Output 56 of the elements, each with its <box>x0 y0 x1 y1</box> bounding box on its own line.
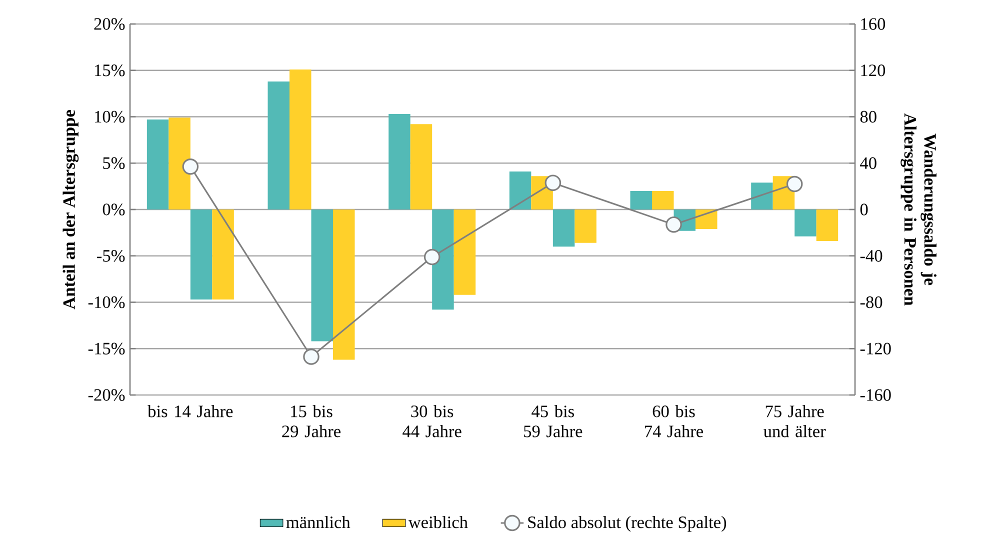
bar <box>333 210 355 360</box>
bar <box>696 210 718 229</box>
bar <box>290 69 312 210</box>
legend-label: männlich <box>286 516 350 528</box>
y-tick-label: 20% <box>94 18 125 30</box>
point <box>182 158 199 175</box>
bar <box>454 210 476 295</box>
y-tick-label: 5% <box>103 157 125 170</box>
x-tick-label: 75 Jahre und älter <box>764 405 826 438</box>
point <box>666 216 682 233</box>
y2-axis-title: Wanderungssaldo je Altersgruppe in Personen <box>900 113 936 306</box>
bar <box>552 210 575 247</box>
bar <box>410 124 432 210</box>
y-tick-label: -15% <box>88 342 125 355</box>
bar <box>212 210 234 300</box>
y-tick-label: 0% <box>102 204 125 216</box>
bar <box>168 118 190 210</box>
y2-tick-label: 40 <box>860 157 876 169</box>
x-tick-label: bis 14 Jahre <box>148 405 233 418</box>
y2-tick-label: 120 <box>861 64 886 76</box>
y2-tick-label: -40 <box>860 250 882 262</box>
x-tick-label: 45 bis 59 Jahre <box>524 405 582 438</box>
y-tick-label: 10% <box>95 110 125 123</box>
bar <box>432 210 454 310</box>
y2-tick-label: -120 <box>860 342 891 354</box>
y2-tick-label: 160 <box>861 18 886 30</box>
bar <box>388 114 410 210</box>
legend-label: Saldo absolut (rechte Spalte) <box>528 516 726 532</box>
x-tick-label: 60 bis 74 Jahre <box>645 405 703 438</box>
bar <box>652 190 674 210</box>
bar <box>509 171 532 210</box>
bar <box>574 210 596 243</box>
x-tick-label: 30 bis 44 Jahre <box>402 405 462 438</box>
bar <box>794 210 816 236</box>
bar <box>751 182 773 210</box>
bar <box>146 120 169 210</box>
bar <box>311 210 334 342</box>
bar <box>816 210 838 242</box>
point <box>786 176 803 192</box>
y2-tick-label: 80 <box>860 110 876 123</box>
point <box>303 348 320 365</box>
legend-label: weiblich <box>408 516 468 528</box>
point <box>544 174 562 191</box>
y-tick-label: 15% <box>95 64 125 76</box>
bar <box>268 82 290 210</box>
y2-tick-label: -160 <box>860 389 891 401</box>
x-tick-label: 15 bis 29 Jahre <box>282 405 340 438</box>
bar <box>630 190 652 210</box>
y-tick-label: -5% <box>97 250 125 262</box>
bar <box>190 210 212 300</box>
y2-tick-label: -80 <box>860 296 882 308</box>
y-tick-label: -20% <box>88 389 125 401</box>
point <box>424 248 440 266</box>
y2-tick-label: 0 <box>860 204 868 216</box>
y-tick-label: -10% <box>88 296 125 308</box>
y-axis-title: Anteil an der Altersgruppe <box>62 110 79 310</box>
